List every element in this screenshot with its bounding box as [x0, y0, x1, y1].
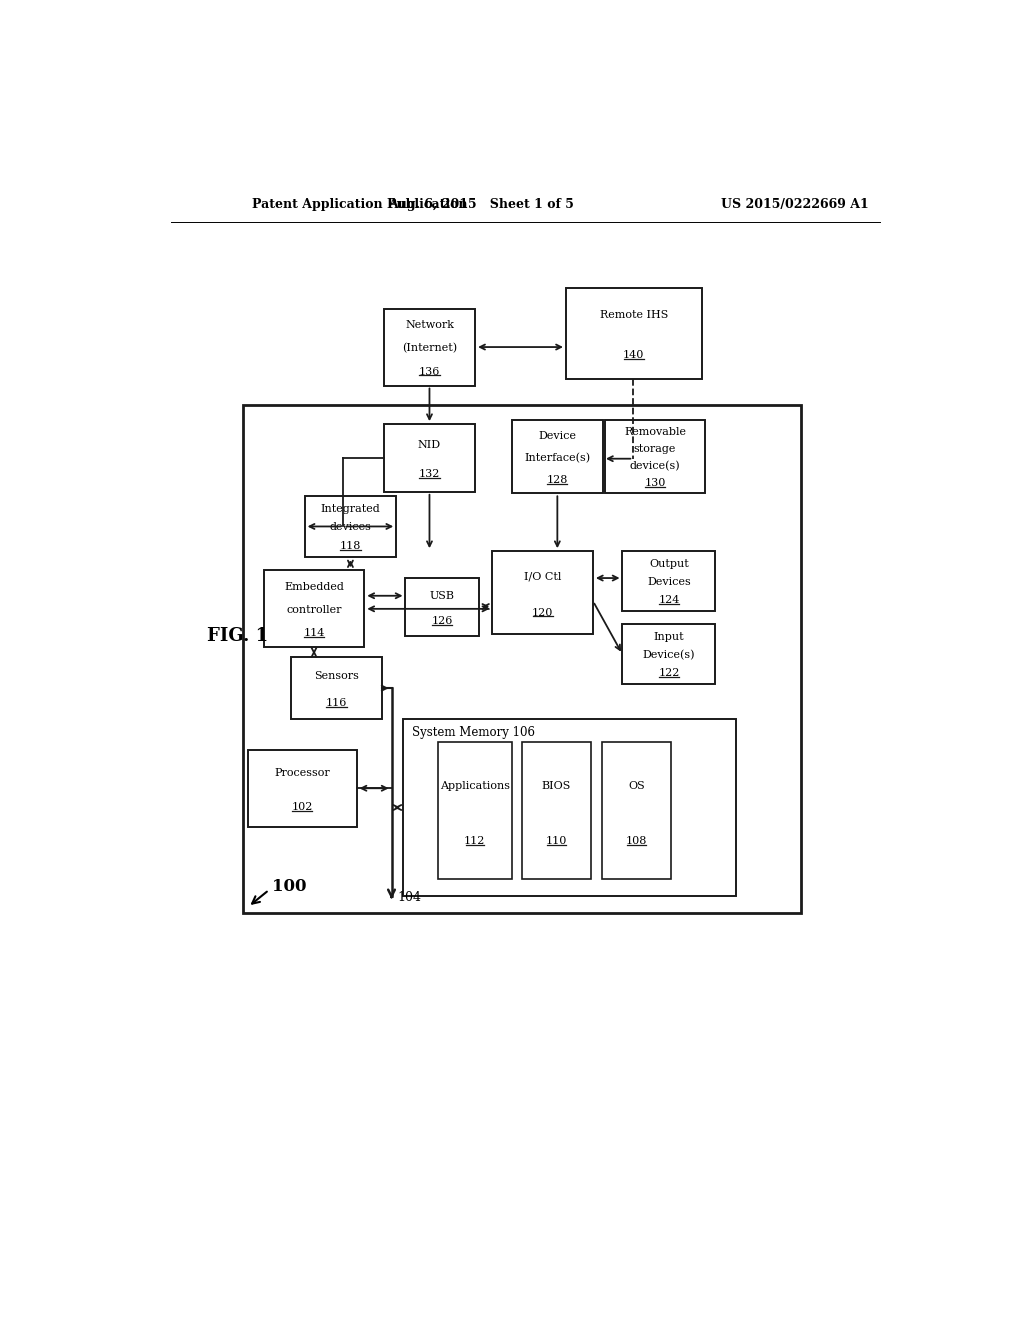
- Text: storage: storage: [634, 444, 676, 454]
- Text: Device(s): Device(s): [643, 649, 695, 660]
- Text: NID: NID: [418, 440, 441, 450]
- Text: Integrated: Integrated: [321, 504, 380, 513]
- Text: OS: OS: [628, 781, 645, 791]
- Text: 122: 122: [658, 668, 680, 678]
- Text: 110: 110: [546, 836, 567, 846]
- Text: 136: 136: [419, 367, 440, 376]
- Bar: [604, 420, 706, 494]
- Text: 104: 104: [397, 891, 422, 904]
- Bar: [243, 405, 801, 913]
- Bar: [406, 578, 479, 636]
- Text: device(s): device(s): [630, 461, 680, 471]
- Text: (Internet): (Internet): [401, 343, 457, 354]
- Bar: [305, 495, 396, 557]
- Bar: [623, 552, 716, 611]
- Bar: [601, 742, 672, 879]
- Text: 128: 128: [547, 475, 568, 484]
- Bar: [512, 420, 603, 494]
- Bar: [403, 719, 736, 896]
- Text: 116: 116: [326, 698, 347, 708]
- Text: 140: 140: [623, 350, 644, 360]
- Text: BIOS: BIOS: [542, 781, 571, 791]
- Text: Output: Output: [649, 558, 689, 569]
- Text: 132: 132: [419, 469, 440, 479]
- Text: controller: controller: [287, 605, 342, 615]
- Text: Device: Device: [539, 430, 577, 441]
- Text: Interface(s): Interface(s): [524, 453, 591, 463]
- Text: Sensors: Sensors: [314, 671, 359, 681]
- Text: devices: devices: [330, 523, 372, 532]
- Bar: [248, 750, 356, 826]
- Bar: [521, 742, 592, 879]
- Bar: [566, 288, 701, 379]
- Text: 114: 114: [303, 628, 325, 639]
- Text: 108: 108: [626, 836, 647, 846]
- Text: Aug. 6, 2015   Sheet 1 of 5: Aug. 6, 2015 Sheet 1 of 5: [388, 198, 573, 211]
- Bar: [623, 624, 716, 684]
- Text: FIG. 1: FIG. 1: [207, 627, 268, 644]
- Text: 100: 100: [272, 878, 306, 895]
- Text: Embedded: Embedded: [284, 582, 344, 591]
- Bar: [263, 570, 365, 647]
- Text: Input: Input: [653, 632, 684, 642]
- Text: 130: 130: [644, 478, 666, 488]
- Text: Processor: Processor: [274, 768, 331, 779]
- Bar: [493, 552, 593, 635]
- Text: US 2015/0222669 A1: US 2015/0222669 A1: [721, 198, 868, 211]
- Text: USB: USB: [430, 590, 455, 601]
- Bar: [438, 742, 512, 879]
- Text: System Memory 106: System Memory 106: [413, 726, 536, 739]
- Text: 102: 102: [292, 801, 313, 812]
- Text: 118: 118: [340, 541, 361, 550]
- Text: Network: Network: [404, 319, 454, 330]
- Text: Patent Application Publication: Patent Application Publication: [252, 198, 468, 211]
- Text: Remote IHS: Remote IHS: [599, 310, 668, 321]
- Text: 126: 126: [431, 615, 453, 626]
- Text: Devices: Devices: [647, 577, 691, 587]
- Text: 112: 112: [464, 836, 485, 846]
- Text: Removable: Removable: [624, 428, 686, 437]
- Text: 120: 120: [531, 607, 553, 618]
- Text: I/O Ctl: I/O Ctl: [524, 572, 561, 581]
- Text: 124: 124: [658, 595, 680, 606]
- Bar: [384, 424, 475, 492]
- Bar: [384, 309, 475, 385]
- Bar: [291, 657, 382, 719]
- Text: Applications: Applications: [440, 781, 510, 791]
